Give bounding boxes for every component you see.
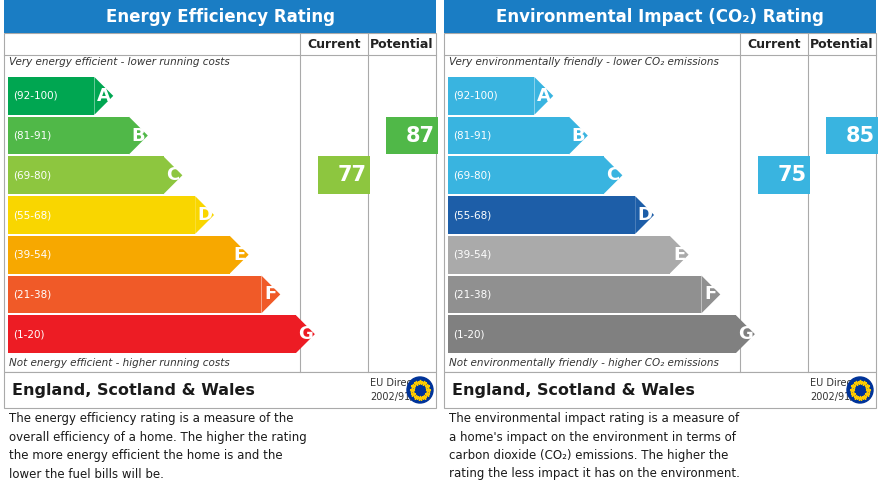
Text: (55-68): (55-68) [13, 210, 51, 220]
Text: D: D [197, 206, 212, 224]
Text: (39-54): (39-54) [13, 250, 51, 260]
Text: C: C [166, 166, 180, 184]
Text: Very environmentally friendly - lower CO₂ emissions: Very environmentally friendly - lower CO… [449, 57, 719, 67]
Bar [8, 316, 296, 353]
Text: 87: 87 [406, 126, 435, 145]
Bar [8, 276, 261, 313]
Text: B: B [132, 127, 145, 144]
Text: B: B [572, 127, 585, 144]
Text: (92-100): (92-100) [13, 91, 57, 101]
Text: (1-20): (1-20) [13, 329, 45, 339]
Text: C: C [606, 166, 620, 184]
Text: 77: 77 [338, 165, 366, 185]
Text: F: F [705, 285, 717, 303]
Bar [8, 196, 195, 234]
Text: Not environmentally friendly - higher CO₂ emissions: Not environmentally friendly - higher CO… [449, 358, 719, 368]
Bar [444, 0, 876, 33]
Text: (69-80): (69-80) [453, 170, 491, 180]
Text: Not energy efficient - higher running costs: Not energy efficient - higher running co… [9, 358, 230, 368]
Bar [8, 117, 129, 154]
Text: The energy efficiency rating is a measure of the
overall efficiency of a home. T: The energy efficiency rating is a measur… [9, 412, 307, 481]
Text: Current: Current [307, 37, 361, 50]
Polygon shape [129, 117, 148, 154]
Text: EU Directive
2002/91/EC: EU Directive 2002/91/EC [810, 379, 870, 402]
Text: Potential: Potential [370, 37, 434, 50]
Text: Energy Efficiency Rating: Energy Efficiency Rating [106, 7, 334, 26]
Text: Environmental Impact (CO₂) Rating: Environmental Impact (CO₂) Rating [496, 7, 824, 26]
Bar [4, 372, 436, 408]
Bar [444, 33, 876, 372]
Text: Potential: Potential [810, 37, 874, 50]
Bar [448, 117, 569, 154]
Text: (21-38): (21-38) [453, 289, 491, 299]
Text: A: A [537, 87, 551, 105]
Bar [448, 276, 701, 313]
Text: England, Scotland & Wales: England, Scotland & Wales [12, 383, 255, 397]
Polygon shape [164, 156, 182, 194]
Text: (81-91): (81-91) [453, 131, 491, 141]
Text: A: A [97, 87, 111, 105]
Polygon shape [195, 196, 214, 234]
Bar [448, 196, 635, 234]
Circle shape [407, 377, 433, 403]
Text: G: G [298, 325, 313, 343]
Text: E: E [673, 246, 686, 264]
Text: (21-38): (21-38) [13, 289, 51, 299]
Polygon shape [758, 156, 810, 194]
Bar [4, 33, 436, 372]
Bar [4, 0, 436, 33]
Polygon shape [534, 77, 554, 115]
Bar [448, 156, 604, 194]
Polygon shape [385, 117, 438, 154]
Polygon shape [701, 276, 721, 313]
Text: (55-68): (55-68) [453, 210, 491, 220]
Text: Current: Current [747, 37, 801, 50]
Polygon shape [94, 77, 114, 115]
Text: (1-20): (1-20) [453, 329, 485, 339]
Bar [448, 236, 670, 274]
Polygon shape [261, 276, 281, 313]
Polygon shape [604, 156, 622, 194]
Circle shape [847, 377, 873, 403]
Text: 75: 75 [777, 165, 807, 185]
Text: Very energy efficient - lower running costs: Very energy efficient - lower running co… [9, 57, 230, 67]
Bar [8, 77, 94, 115]
Polygon shape [318, 156, 370, 194]
Text: D: D [637, 206, 652, 224]
Bar [8, 156, 164, 194]
Polygon shape [230, 236, 249, 274]
Bar [448, 77, 534, 115]
Polygon shape [296, 316, 315, 353]
Text: (69-80): (69-80) [13, 170, 51, 180]
Text: G: G [738, 325, 753, 343]
Text: England, Scotland & Wales: England, Scotland & Wales [452, 383, 695, 397]
Text: F: F [265, 285, 277, 303]
Polygon shape [736, 316, 755, 353]
Bar [448, 316, 736, 353]
Bar [8, 236, 230, 274]
Text: E: E [233, 246, 246, 264]
Bar [444, 372, 876, 408]
Text: EU Directive
2002/91/EC: EU Directive 2002/91/EC [370, 379, 430, 402]
Polygon shape [569, 117, 588, 154]
Text: (39-54): (39-54) [453, 250, 491, 260]
Text: (81-91): (81-91) [13, 131, 51, 141]
Polygon shape [635, 196, 654, 234]
Text: The environmental impact rating is a measure of
a home's impact on the environme: The environmental impact rating is a mea… [449, 412, 740, 481]
Polygon shape [825, 117, 878, 154]
Text: 85: 85 [846, 126, 875, 145]
Polygon shape [670, 236, 689, 274]
Text: (92-100): (92-100) [453, 91, 497, 101]
